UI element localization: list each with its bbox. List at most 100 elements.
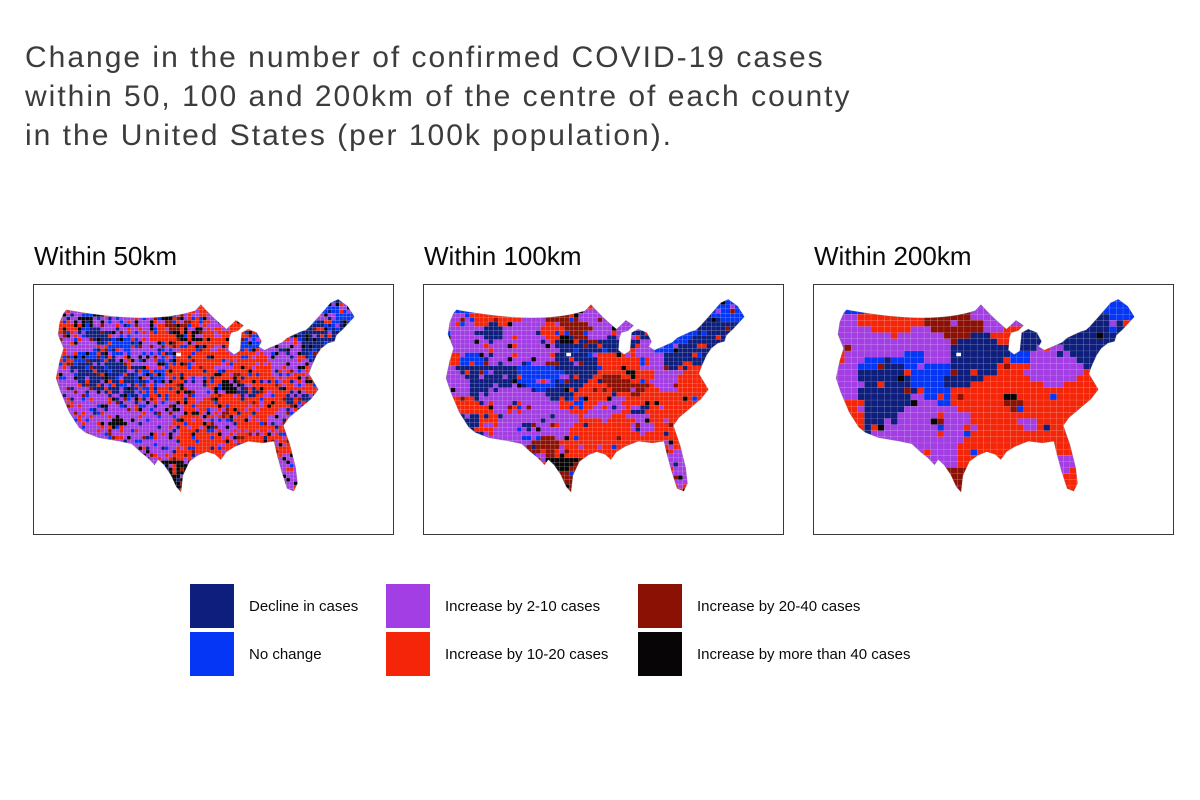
county-cell [107,337,113,342]
county-cell [673,299,679,301]
map-title-50km: Within 50km [34,241,178,271]
county-cell [130,351,135,356]
county-cell [107,456,113,461]
county-cell [62,337,67,342]
county-cell [73,463,78,468]
county-cell [362,443,366,447]
county-cell [327,456,332,461]
county-cell [255,460,260,465]
county-cell [119,414,124,419]
county-cell [111,376,116,381]
county-cell [320,407,325,412]
county-cell [308,488,313,493]
map-panel-within-50km: Within 50km [33,238,395,535]
county-cell [206,453,211,458]
county-cell [66,435,71,440]
county-cell [111,306,116,310]
county-cell [123,376,128,381]
county-cell [198,386,204,391]
county-cell [342,372,348,377]
county-cell [172,460,177,465]
county-cell [81,299,86,300]
county-cell [195,299,200,303]
county-cell [183,432,188,437]
county-cell [119,456,124,461]
county-cell [214,348,219,353]
county-cell [164,411,169,416]
county-cell [96,341,101,346]
county-cell [73,460,78,465]
county-cell [153,299,158,303]
county-cell [217,376,222,381]
county-cell [263,341,268,346]
county-cell [304,337,310,342]
county-cell [206,299,211,300]
county-cell [100,348,105,353]
county-cell [214,428,219,433]
county-cell [320,372,325,377]
county-cell [354,432,355,437]
county-cell [301,477,306,482]
county-cell [198,351,204,356]
county-cell [474,299,480,305]
county-cell [497,299,504,301]
county-cell [96,404,101,409]
county-cell [88,309,94,314]
county-cell [168,421,173,426]
county-cell [244,470,249,475]
county-cell [55,355,60,360]
county-cell [320,393,325,398]
county-cell [149,442,154,447]
county-cell [195,425,200,430]
county-cell [316,425,321,430]
county-cell [107,428,113,433]
county-cell [100,484,105,489]
county-cell [77,397,82,402]
county-cell [316,463,321,468]
county-cell [286,348,291,353]
county-cell [236,299,241,303]
county-cell [195,348,200,353]
county-cell [339,299,344,300]
county-cell [335,372,340,377]
county-cell [176,320,181,324]
county-cell [164,474,169,479]
county-cell [206,446,211,451]
county-cell [66,376,71,381]
county-cell [255,418,260,423]
county-cell [251,365,257,370]
county-cell [278,323,283,328]
county-cell [304,320,310,324]
county-cell [297,379,302,384]
county-cell [157,351,162,356]
county-cell [100,383,105,388]
county-cell [210,460,215,465]
county-cell [187,456,192,461]
county-cell [107,474,113,479]
county-cell [138,369,143,374]
county-cell [214,411,219,416]
county-cell [251,390,257,395]
county-cell [202,439,207,444]
county-cell [164,453,169,458]
county-cell [251,306,257,310]
county-cell [350,334,355,339]
county-cell [323,484,329,489]
county-cell [58,302,63,307]
county-cell [335,379,340,384]
choropleth-map-50km [55,298,366,493]
county-cell [73,446,78,451]
county-cell [168,425,173,430]
county-cell [232,407,238,412]
county-cell [682,299,688,301]
county-cell [339,425,344,430]
county-cell [119,477,124,482]
county-cell [286,309,291,314]
county-cell [323,365,329,370]
county-cell [354,453,355,458]
county-cell [195,379,200,384]
county-cell [126,484,132,489]
county-cell [134,344,139,349]
county-cell [301,435,306,440]
county-cell [255,411,260,416]
